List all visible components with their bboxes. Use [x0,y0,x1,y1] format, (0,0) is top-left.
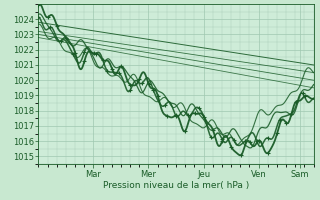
X-axis label: Pression niveau de la mer( hPa ): Pression niveau de la mer( hPa ) [103,181,249,190]
